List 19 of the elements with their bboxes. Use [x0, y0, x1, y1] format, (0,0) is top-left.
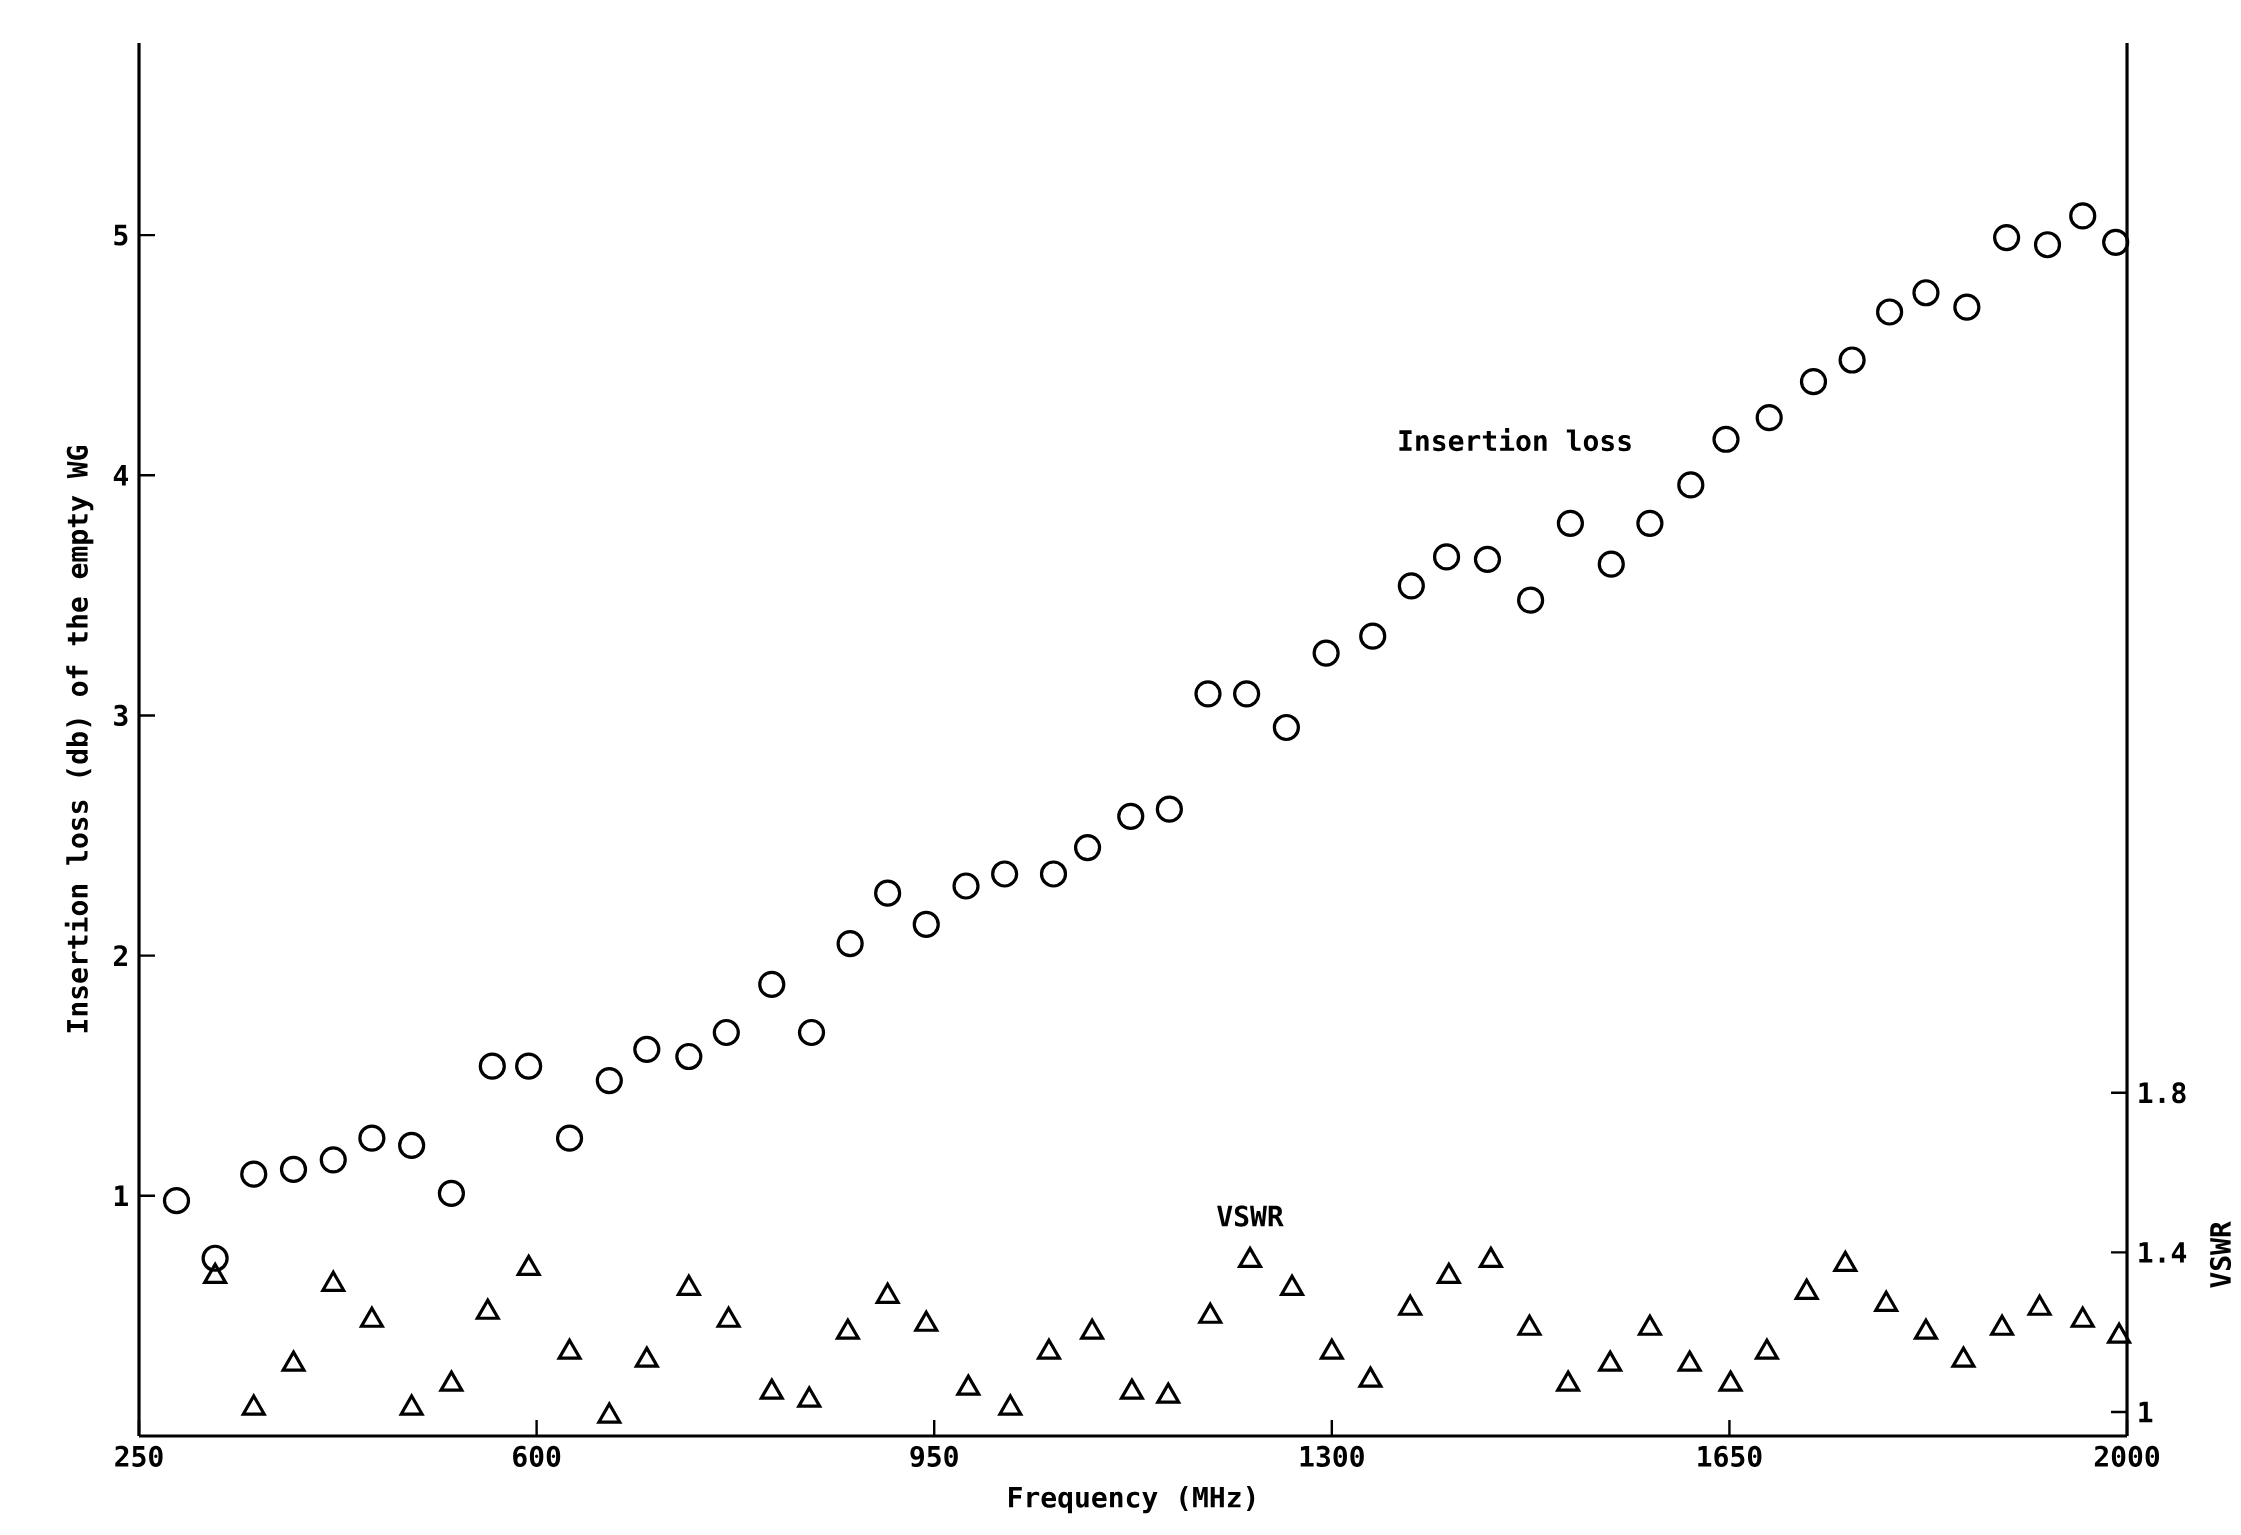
y2-tick-label: 1 — [2139, 1401, 2153, 1423]
y-tick-label: 2 — [113, 945, 127, 967]
x-tick-label: 1650 — [1698, 1445, 1762, 1467]
x-tick-label: 2000 — [2094, 1445, 2160, 1467]
x-tick-label: 600 — [513, 1445, 561, 1467]
y-tick-label: 5 — [114, 224, 128, 246]
y-axis-title: Insertion loss (db) of the empty WG — [64, 445, 94, 1033]
x-tick-label: 250 — [115, 1445, 163, 1467]
series-label: VSWR — [1217, 1205, 1284, 1227]
y-tick-label: 3 — [114, 704, 128, 727]
x-tick-label: 950 — [910, 1445, 958, 1468]
y2-tick-label: 1.4 — [2139, 1242, 2187, 1263]
y2-axis-title: VSWR — [2209, 1221, 2232, 1288]
y-tick-label: 1 — [114, 1185, 128, 1207]
y2-tick-label: 1.8 — [2139, 1082, 2186, 1104]
text: Insertion loss — [1399, 428, 1631, 452]
x-tick-label: 1300 — [1300, 1445, 1364, 1467]
x-axis-title: Frequency (MHz) — [1009, 1486, 1255, 1514]
y-tick-label: 4 — [113, 465, 129, 486]
